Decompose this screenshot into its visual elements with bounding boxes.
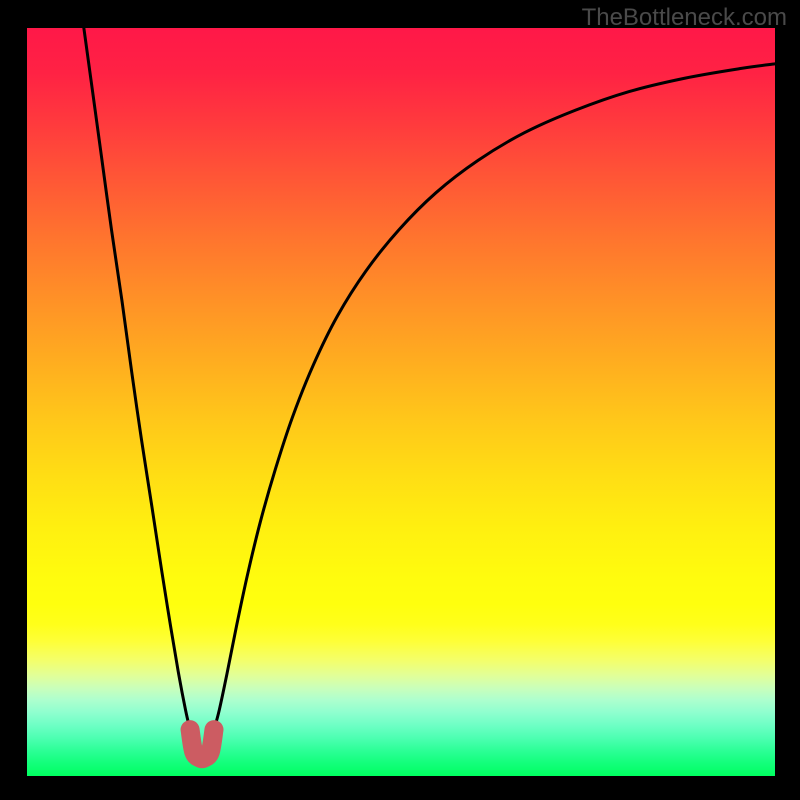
gradient-background: [27, 28, 775, 776]
bottleneck-chart: [27, 28, 775, 776]
chart-svg: [27, 28, 775, 776]
